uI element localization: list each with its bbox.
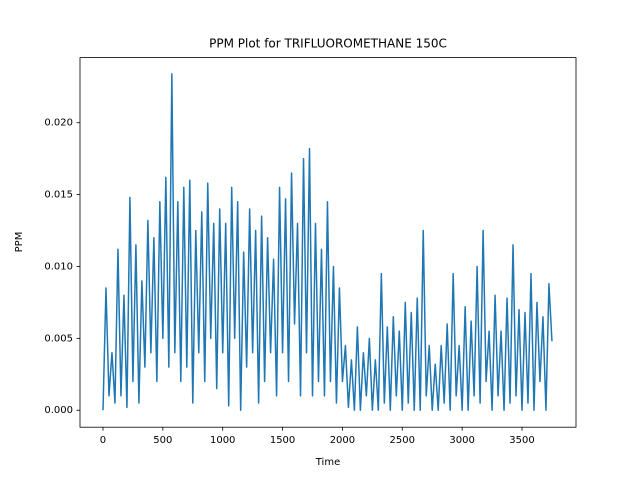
x-tick-label: 3500 bbox=[509, 435, 534, 446]
y-tick-label: 0.020 bbox=[44, 118, 73, 129]
axes-frame bbox=[79, 57, 577, 428]
y-axis-label: PPM bbox=[14, 232, 25, 253]
y-tick-label: 0.000 bbox=[44, 405, 73, 416]
x-tick-label: 1500 bbox=[270, 435, 295, 446]
y-tick-label: 0.010 bbox=[44, 261, 73, 272]
x-tick-label: 1000 bbox=[210, 435, 235, 446]
y-tick-label: 0.015 bbox=[44, 190, 73, 201]
x-axis-label: Time bbox=[315, 457, 340, 468]
chart-title: PPM Plot for TRIFLUOROMETHANE 150C bbox=[209, 37, 447, 51]
x-tick-label: 0 bbox=[100, 435, 106, 446]
x-tick-label: 2500 bbox=[390, 435, 415, 446]
line bbox=[102, 73, 553, 411]
y-tick-label: 0.005 bbox=[44, 333, 73, 344]
x-tick-label: 2000 bbox=[330, 435, 355, 446]
x-tick-label: 3000 bbox=[449, 435, 474, 446]
x-tick-label: 500 bbox=[153, 435, 172, 446]
